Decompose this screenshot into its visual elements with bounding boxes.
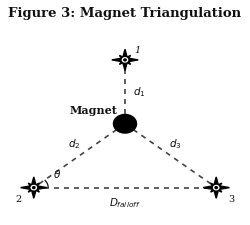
Polygon shape	[213, 177, 219, 188]
Polygon shape	[28, 183, 35, 189]
Polygon shape	[210, 187, 218, 192]
Text: $d_3$: $d_3$	[169, 137, 182, 151]
Polygon shape	[216, 185, 230, 190]
Text: 1: 1	[134, 46, 140, 55]
Polygon shape	[122, 49, 128, 60]
Polygon shape	[125, 58, 138, 62]
Polygon shape	[124, 59, 130, 64]
Polygon shape	[112, 58, 125, 62]
Polygon shape	[215, 187, 222, 192]
Polygon shape	[32, 183, 40, 189]
Polygon shape	[203, 185, 216, 190]
Polygon shape	[124, 55, 130, 61]
Text: Figure 3: Magnet Triangulation: Figure 3: Magnet Triangulation	[8, 7, 241, 20]
Circle shape	[114, 115, 136, 133]
Polygon shape	[120, 59, 126, 64]
Polygon shape	[122, 60, 128, 71]
Polygon shape	[20, 185, 34, 190]
Polygon shape	[215, 183, 222, 189]
Circle shape	[214, 185, 219, 190]
Polygon shape	[120, 55, 126, 61]
Text: 2: 2	[15, 195, 21, 204]
Polygon shape	[31, 177, 37, 188]
Text: $d_1$: $d_1$	[133, 85, 146, 99]
Circle shape	[31, 185, 36, 190]
Text: Magnet: Magnet	[70, 105, 118, 116]
Polygon shape	[210, 183, 218, 189]
Polygon shape	[32, 187, 40, 192]
Polygon shape	[213, 188, 219, 198]
Circle shape	[124, 59, 126, 61]
Text: $d_2$: $d_2$	[68, 137, 81, 151]
Polygon shape	[31, 188, 37, 198]
Polygon shape	[28, 187, 35, 192]
Text: $\theta$: $\theta$	[52, 168, 61, 180]
Polygon shape	[34, 185, 47, 190]
Circle shape	[122, 58, 128, 62]
Circle shape	[215, 187, 218, 189]
Text: 3: 3	[229, 195, 235, 204]
Circle shape	[32, 187, 35, 189]
Text: $D_{falloff}$: $D_{falloff}$	[109, 196, 141, 210]
